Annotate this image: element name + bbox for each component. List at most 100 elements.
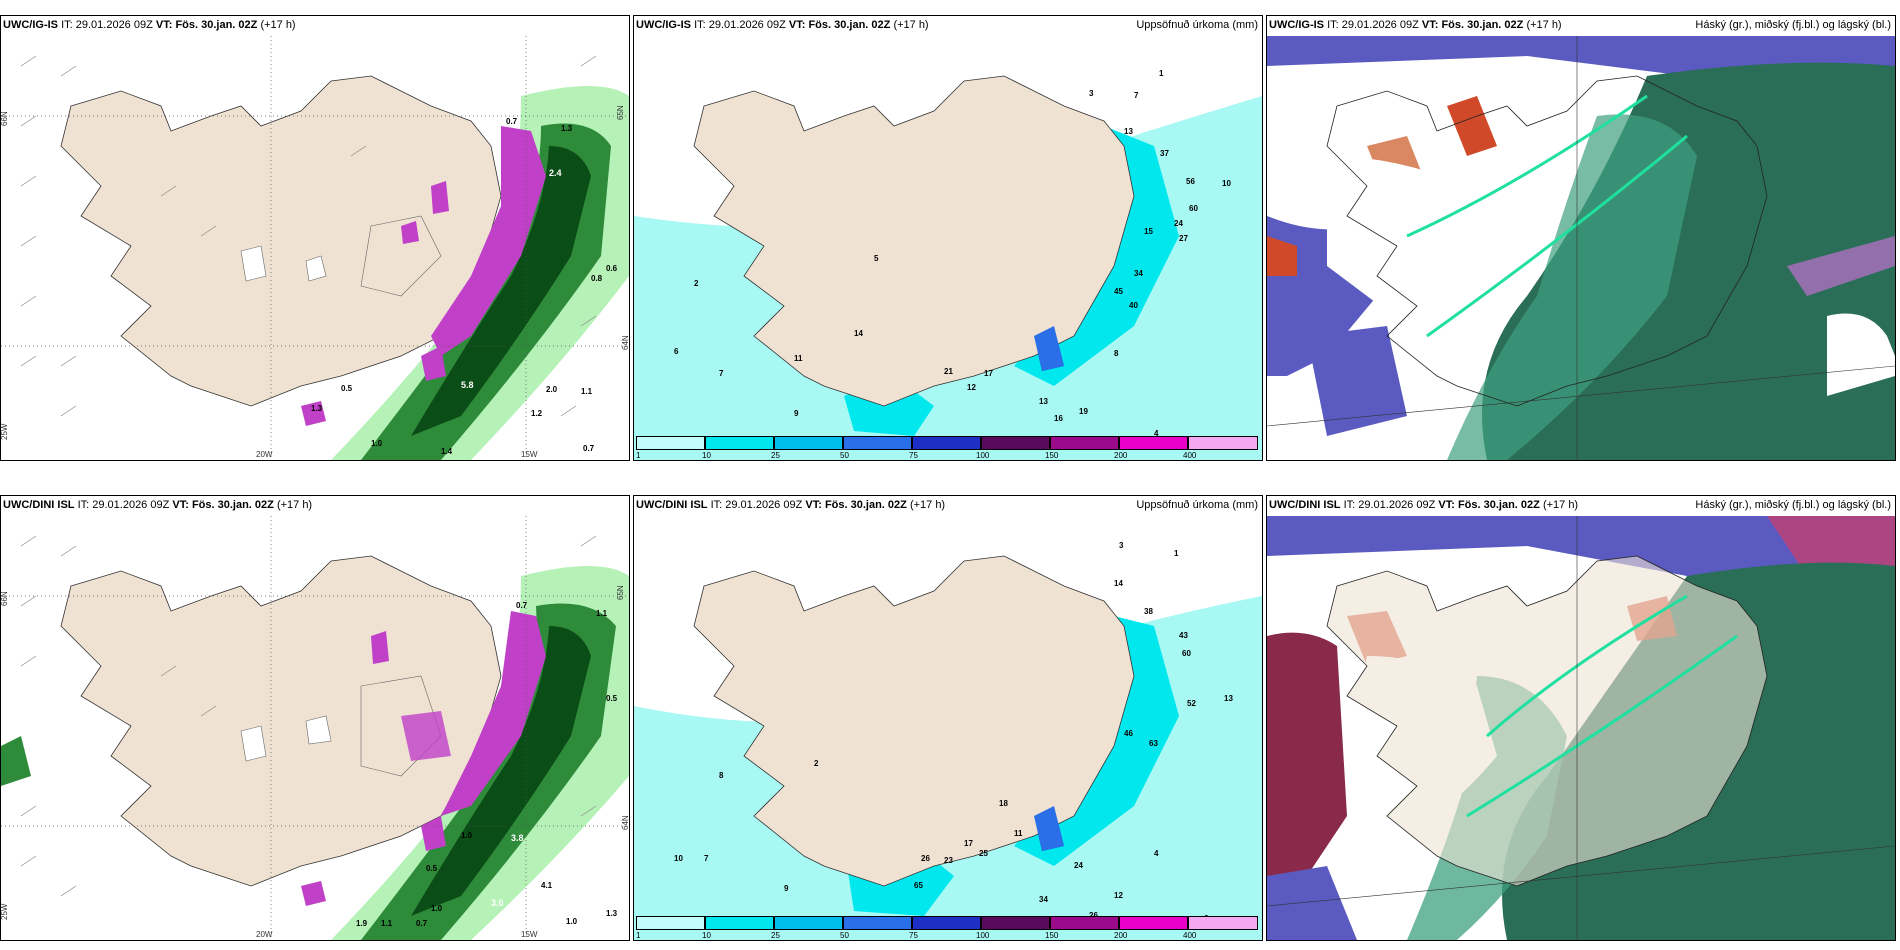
precip-value: 65 — [914, 881, 923, 890]
colorbar-label: 25 — [771, 931, 780, 940]
vt-value: Fös. 30.jan. 02Z — [824, 499, 907, 511]
colorbar-swatch — [1188, 436, 1258, 450]
snow-value: 1.0 — [566, 917, 578, 926]
lat-label-66n: 66N — [1, 111, 9, 126]
vt-label: VT: — [1438, 499, 1455, 511]
precip-value: 14 — [1114, 579, 1123, 588]
it-label: IT: — [1343, 499, 1356, 511]
lon-label-25w: 25W — [1, 423, 9, 440]
model-name: UWC/DINI ISL — [636, 499, 708, 511]
snow-value: 1.4 — [441, 447, 453, 456]
vt-value: Fös. 30.jan. 02Z — [1441, 19, 1524, 31]
it-value: 29.01.2026 09Z — [1341, 19, 1419, 31]
precip-value: 8 — [1114, 349, 1119, 358]
panel-top-right: UWC/IG-IS IT: 29.01.2026 09Z VT: Fös. 30… — [1266, 15, 1896, 461]
precip-value: 3 — [1119, 541, 1124, 550]
panel-bottom-right: UWC/DINI ISL IT: 29.01.2026 09Z VT: Fös.… — [1266, 495, 1896, 941]
precip-value: 11 — [794, 354, 803, 363]
colorbar-swatch — [912, 916, 981, 930]
colorbar-label: 200 — [1114, 451, 1128, 460]
precip-value: 2 — [814, 759, 819, 768]
snow-value: 1.0 — [431, 904, 443, 913]
vt-label: VT: — [788, 19, 806, 31]
vt-value: Fös. 30.jan. 02Z — [175, 19, 258, 31]
precip-value: 14 — [854, 329, 863, 338]
colorbar-label: 100 — [976, 931, 990, 940]
it-label: IT: — [61, 19, 73, 31]
precip-value: 52 — [1187, 699, 1196, 708]
lon-label-20w: 20W — [256, 450, 273, 459]
panel-header: UWC/IG-IS IT: 29.01.2026 09Z VT: Fös. 30… — [636, 19, 929, 31]
it-label: IT: — [694, 19, 706, 31]
panel-title: Háský (gr.), miðský (fj.bl.) og lágský (… — [1695, 19, 1891, 31]
colorbar-swatch — [912, 436, 981, 450]
snow-value: 1.3 — [606, 909, 618, 918]
precip-value: 16 — [1054, 414, 1063, 423]
precip-value: 13 — [1224, 694, 1233, 703]
iceland-land — [693, 75, 1135, 407]
snow-value: 0.8 — [591, 274, 603, 283]
panel-header: UWC/DINI ISL IT: 29.01.2026 09Z VT: Fös.… — [636, 499, 945, 511]
colorbar-swatch — [636, 436, 705, 450]
snow-value: 0.5 — [426, 864, 438, 873]
snow-value: 1.9 — [356, 919, 368, 928]
it-value: 29.01.2026 09Z — [92, 499, 170, 511]
precip-value: 26 — [921, 854, 930, 863]
lat-label-65n: 65N — [616, 105, 625, 120]
precip-value: 17 — [984, 369, 993, 378]
snow-value: 4.1 — [541, 881, 553, 890]
map-wind-snow: 66N 64N 65N 20W 15W 25W 0.7 1.3 2.4 0.5 … — [1, 36, 629, 460]
it-value: 29.01.2026 09Z — [725, 499, 803, 511]
precip-value: 8 — [719, 771, 724, 780]
precip-value: 27 — [1179, 234, 1188, 243]
snow-value: 0.7 — [416, 919, 428, 928]
precip-value: 40 — [1129, 301, 1138, 310]
panel-top-left: UWC/IG-IS IT: 29.01.2026 09Z VT: Fös. 30… — [0, 15, 630, 461]
precip-value: 7 — [719, 369, 724, 378]
precip-value: 21 — [944, 367, 953, 376]
it-value: 29.01.2026 09Z — [708, 19, 786, 31]
panel-title: Háský (gr.), miðský (fj.bl.) og lágský (… — [1695, 499, 1891, 511]
colorbar-label: 1 — [636, 931, 641, 940]
iceland-outline — [1326, 75, 1768, 407]
it-value: 29.01.2026 09Z — [1358, 499, 1436, 511]
it-label: IT: — [710, 499, 723, 511]
vt-label: VT: — [172, 499, 189, 511]
precip-value: 9 — [794, 409, 799, 418]
precip-value: 17 — [964, 839, 973, 848]
snow-value: 2.4 — [549, 168, 562, 178]
precip-value: 10 — [1222, 179, 1231, 188]
model-name: UWC/IG-IS — [1269, 19, 1324, 31]
vt-label: VT: — [1421, 19, 1439, 31]
precip-value: 24 — [1074, 861, 1083, 870]
colorbar-swatch — [774, 916, 843, 930]
vt-label: VT: — [155, 19, 173, 31]
vt-value: Fös. 30.jan. 02Z — [191, 499, 274, 511]
colorbar-label: 10 — [702, 931, 711, 940]
precip-colorbar: 1 10 25 50 75 100 150 200 400 — [636, 916, 1260, 940]
panel-header: UWC/DINI ISL IT: 29.01.2026 09Z VT: Fös.… — [3, 499, 312, 511]
precip-value: 2 — [694, 279, 699, 288]
snow-value: 2.0 — [546, 385, 558, 394]
lon-label-20w: 20W — [256, 930, 273, 939]
colorbar-label: 200 — [1114, 931, 1128, 940]
snow-value: 0.7 — [583, 444, 595, 453]
panel-top-middle: UWC/IG-IS IT: 29.01.2026 09Z VT: Fös. 30… — [633, 15, 1263, 461]
map-clouds — [1267, 516, 1895, 940]
vt-value: Fös. 30.jan. 02Z — [808, 19, 891, 31]
vt-label: VT: — [805, 499, 822, 511]
colorbar-swatch — [981, 436, 1050, 450]
colorbar-label: 400 — [1183, 931, 1197, 940]
colorbar-label: 25 — [771, 451, 780, 460]
colorbar-label: 75 — [909, 931, 918, 940]
colorbar-swatch — [705, 916, 774, 930]
lead-time: (+17 h) — [909, 499, 946, 511]
colorbar-label: 150 — [1045, 451, 1059, 460]
colorbar-label: 50 — [840, 451, 849, 460]
colorbar-swatch — [774, 436, 843, 450]
precip-value: 7 — [1134, 91, 1139, 100]
precip-value: 3 — [1089, 89, 1094, 98]
precip-value: 26 — [1089, 911, 1098, 920]
colorbar-label: 400 — [1183, 451, 1197, 460]
lon-label-25w: 25W — [1, 903, 9, 920]
